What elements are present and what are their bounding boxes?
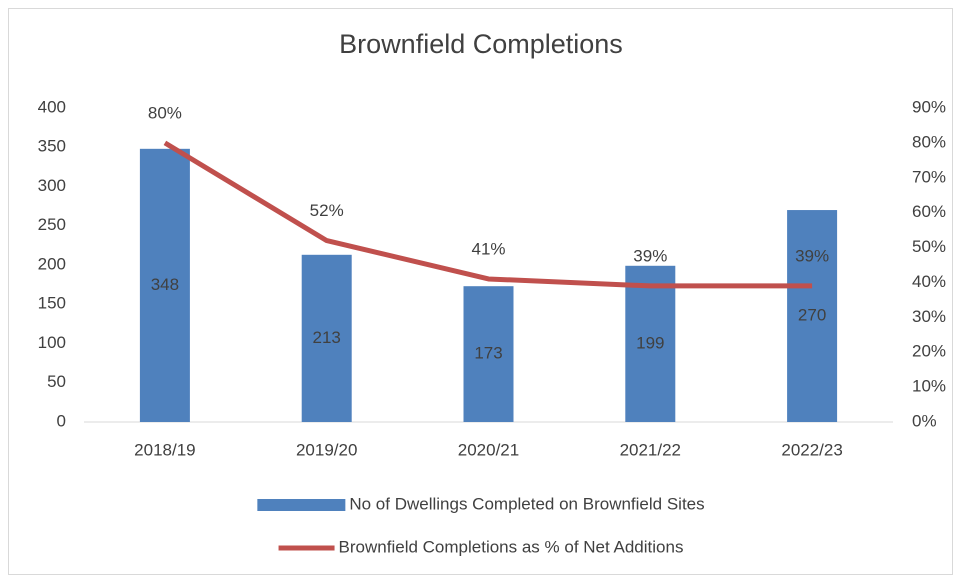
- line-label: 39%: [633, 246, 667, 265]
- y2-tick-label: 90%: [912, 97, 946, 116]
- y-tick-label: 350: [38, 137, 66, 156]
- y-tick-label: 50: [47, 372, 66, 391]
- bar-label: 199: [636, 333, 664, 352]
- legend-label: No of Dwellings Completed on Brownfield …: [349, 494, 704, 513]
- y2-tick-label: 60%: [912, 202, 946, 221]
- y-tick-label: 400: [38, 97, 66, 116]
- bar: [139, 148, 190, 422]
- y-tick-label: 250: [38, 215, 66, 234]
- chart-title: Brownfield Completions: [339, 29, 623, 59]
- x-tick-label: 2022/23: [781, 440, 842, 459]
- y-tick-label: 100: [38, 333, 66, 352]
- bar-label: 173: [474, 344, 502, 363]
- legend-swatch: [257, 499, 346, 511]
- x-tick-label: 2021/22: [620, 440, 681, 459]
- bar: [625, 265, 676, 422]
- y2-tick-label: 70%: [912, 167, 946, 186]
- line-label: 52%: [310, 201, 344, 220]
- y2-tick-label: 80%: [912, 132, 946, 151]
- line-label: 41%: [471, 239, 505, 258]
- bar: [787, 210, 838, 422]
- bar-label: 213: [313, 328, 341, 347]
- bar: [301, 254, 352, 422]
- y-tick-label: 0: [57, 411, 66, 430]
- x-tick-label: 2019/20: [296, 440, 357, 459]
- y2-tick-label: 50%: [912, 237, 946, 256]
- line-label: 39%: [795, 246, 829, 265]
- y2-tick-label: 40%: [912, 272, 946, 291]
- x-tick-label: 2020/21: [458, 440, 519, 459]
- x-tick-label: 2018/19: [134, 440, 195, 459]
- y-tick-label: 200: [38, 254, 66, 273]
- line: [163, 140, 813, 289]
- y2-tick-label: 30%: [912, 307, 946, 326]
- y2-tick-label: 10%: [912, 377, 946, 396]
- bar-label: 270: [798, 306, 826, 325]
- bar: [463, 286, 514, 422]
- legend-label: Brownfield Completions as % of Net Addit…: [339, 537, 684, 556]
- y-tick-label: 300: [38, 176, 66, 195]
- y2-tick-label: 20%: [912, 342, 946, 361]
- line-label: 80%: [148, 103, 182, 122]
- bar-label: 348: [151, 275, 179, 294]
- y-tick-label: 150: [38, 294, 66, 313]
- y2-tick-label: 0%: [912, 411, 937, 430]
